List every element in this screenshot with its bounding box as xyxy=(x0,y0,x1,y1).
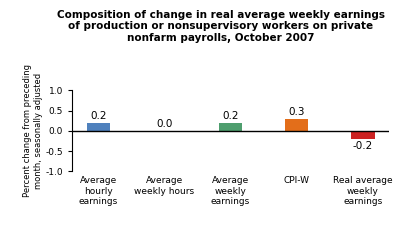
Text: 0.2: 0.2 xyxy=(222,111,239,121)
Text: 0.0: 0.0 xyxy=(156,119,172,129)
Text: Composition of change in real average weekly earnings
of production or nonsuperv: Composition of change in real average we… xyxy=(57,10,385,43)
Text: 0.3: 0.3 xyxy=(289,107,305,117)
Bar xyxy=(285,119,308,131)
Y-axis label: Percent change from preceding
month, seasonally adjusted: Percent change from preceding month, sea… xyxy=(23,64,43,197)
Bar xyxy=(87,123,110,131)
Bar xyxy=(219,123,242,131)
Text: -0.2: -0.2 xyxy=(353,141,373,151)
Bar xyxy=(351,131,375,139)
Text: 0.2: 0.2 xyxy=(90,111,106,121)
